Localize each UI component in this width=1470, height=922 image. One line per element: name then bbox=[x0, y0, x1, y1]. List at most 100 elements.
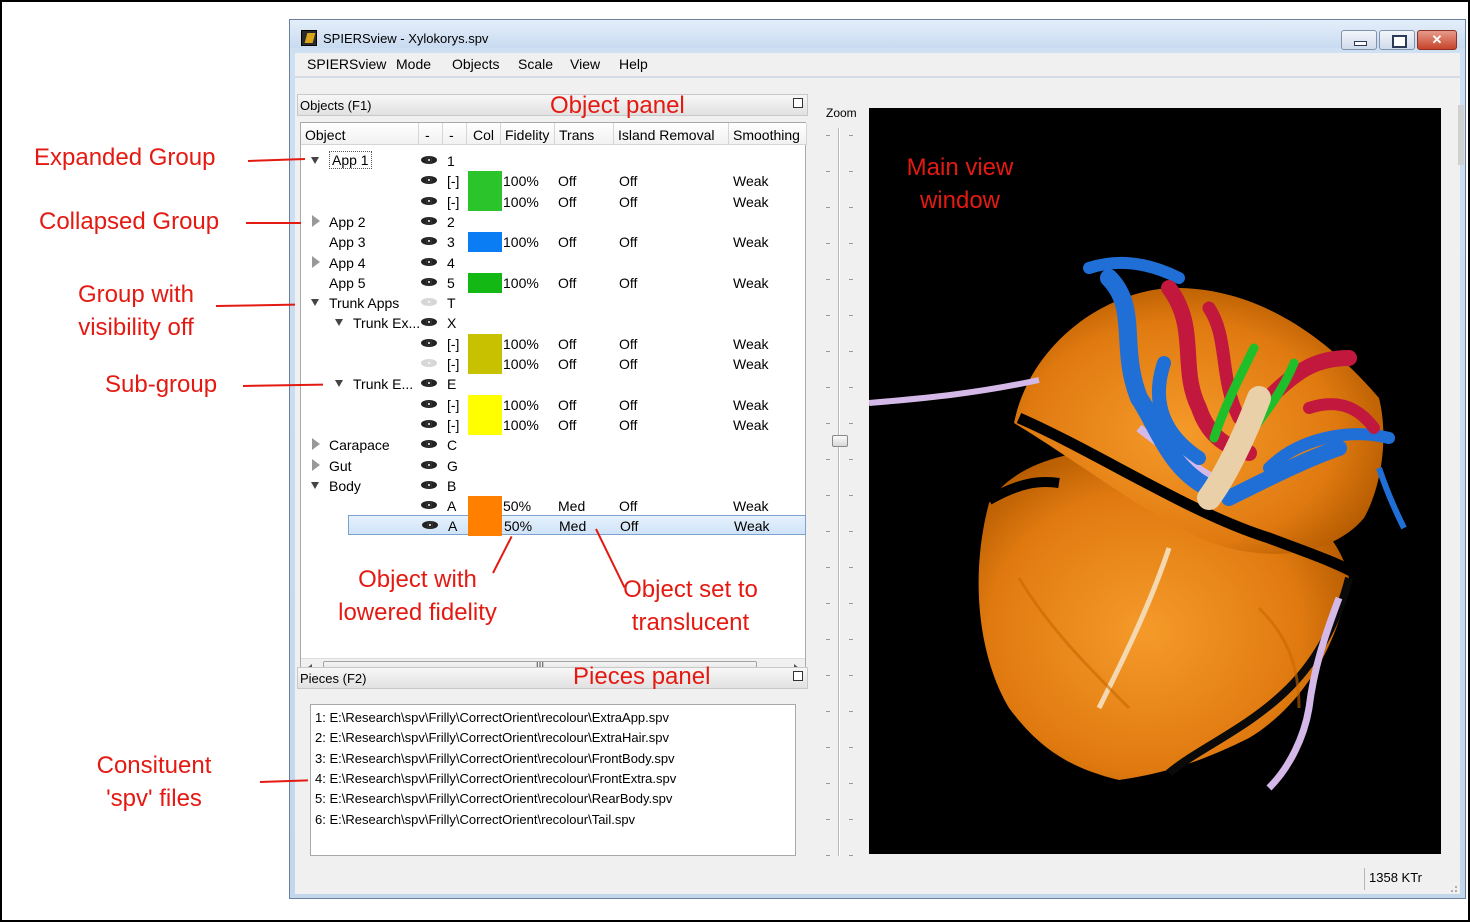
fidelity-value: 100% bbox=[503, 335, 539, 352]
col-visibility[interactable]: - bbox=[419, 123, 443, 145]
eye-icon[interactable] bbox=[421, 256, 437, 268]
float-panel-icon[interactable] bbox=[793, 98, 803, 108]
tree-object-row[interactable]: [-] 100% Off Off Weak bbox=[301, 415, 807, 435]
col-object[interactable]: Object bbox=[301, 123, 419, 145]
col-colour[interactable]: Col bbox=[467, 123, 501, 145]
tree-object-row[interactable]: A 50% Med Off Weak bbox=[301, 496, 807, 516]
zoom-tick bbox=[826, 423, 830, 424]
eye-icon[interactable] bbox=[421, 154, 437, 166]
zoom-tick bbox=[826, 387, 830, 388]
col-smoothing[interactable]: Smoothing bbox=[729, 123, 807, 145]
piece-file[interactable]: 3: E:\Research\spv\Frilly\CorrectOrient\… bbox=[315, 751, 675, 766]
eye-icon[interactable] bbox=[421, 377, 437, 389]
zoom-tick bbox=[849, 495, 853, 496]
tree-group-row[interactable]: Trunk Apps T bbox=[301, 293, 807, 313]
col-trans[interactable]: Trans bbox=[555, 123, 614, 145]
piece-file[interactable]: 2: E:\Research\spv\Frilly\CorrectOrient\… bbox=[315, 730, 669, 745]
eye-icon[interactable] bbox=[421, 499, 437, 511]
annotation-line bbox=[246, 222, 301, 224]
close-button[interactable]: ✕ bbox=[1417, 30, 1457, 50]
resize-grip-icon[interactable] bbox=[1446, 880, 1458, 892]
col-key[interactable]: - bbox=[443, 123, 467, 145]
zoom-slider-handle[interactable] bbox=[832, 435, 848, 447]
island-removal-value: Off bbox=[619, 274, 638, 291]
zoom-tick bbox=[826, 675, 830, 676]
eye-icon[interactable] bbox=[421, 357, 437, 369]
colour-swatch[interactable] bbox=[468, 496, 502, 537]
collapse-arrow-icon[interactable] bbox=[312, 214, 320, 227]
tree-object-row[interactable]: [-] 100% Off Off Weak bbox=[301, 395, 807, 415]
zoom-slider-track[interactable] bbox=[838, 128, 840, 856]
object-key: 1 bbox=[447, 153, 455, 169]
zoom-tick bbox=[826, 243, 830, 244]
tree-object-row[interactable]: [-] 100% Off Off Weak bbox=[301, 171, 807, 191]
menu-help[interactable]: Help bbox=[619, 56, 648, 72]
float-panel-icon[interactable] bbox=[793, 671, 803, 681]
fidelity-value: 100% bbox=[503, 416, 539, 433]
eye-icon[interactable] bbox=[421, 459, 437, 471]
colour-swatch[interactable] bbox=[468, 394, 502, 435]
tree-group-row[interactable]: Trunk Ex... X bbox=[301, 313, 807, 333]
tree-group-row[interactable]: App 5 5 100% Off Off Weak bbox=[301, 273, 807, 293]
tree-object-row[interactable]: [-] 100% Off Off Weak bbox=[301, 354, 807, 374]
tree-group-row[interactable]: App 2 2 bbox=[301, 212, 807, 232]
tree-object-row[interactable]: [-] 100% Off Off Weak bbox=[301, 192, 807, 212]
tree-object-row[interactable]: [-] 100% Off Off Weak bbox=[301, 334, 807, 354]
col-fidelity[interactable]: Fidelity bbox=[501, 123, 555, 145]
menu-spiersview[interactable]: SPIERSview bbox=[307, 56, 387, 72]
eye-icon[interactable] bbox=[421, 479, 437, 491]
expand-arrow-icon[interactable] bbox=[335, 380, 343, 388]
minimize-button[interactable] bbox=[1341, 30, 1377, 50]
collapse-arrow-icon[interactable] bbox=[312, 255, 320, 268]
eye-icon[interactable] bbox=[421, 296, 437, 308]
tree-group-row[interactable]: App 4 4 bbox=[301, 253, 807, 273]
annotation-object-panel: Object panel bbox=[550, 92, 685, 119]
expand-arrow-icon[interactable] bbox=[311, 481, 319, 489]
piece-file[interactable]: 1: E:\Research\spv\Frilly\CorrectOrient\… bbox=[315, 710, 670, 725]
eye-icon[interactable] bbox=[421, 174, 437, 186]
expand-arrow-icon[interactable] bbox=[311, 299, 319, 307]
eye-icon[interactable] bbox=[421, 438, 437, 450]
tree-group-row[interactable]: Trunk E... E bbox=[301, 374, 807, 394]
piece-file[interactable]: 5: E:\Research\spv\Frilly\CorrectOrient\… bbox=[315, 791, 673, 806]
eye-icon[interactable] bbox=[421, 337, 437, 349]
menu-scale[interactable]: Scale bbox=[518, 56, 554, 72]
col-island-removal[interactable]: Island Removal bbox=[614, 123, 729, 145]
tree-object-row[interactable]: A 50% Med Off Weak bbox=[348, 515, 806, 536]
eye-icon[interactable] bbox=[421, 316, 437, 328]
object-key: [-] bbox=[447, 193, 460, 210]
eye-icon[interactable] bbox=[421, 276, 437, 288]
menu-mode[interactable]: Mode bbox=[396, 56, 432, 72]
trans-value: Off bbox=[558, 274, 577, 291]
tree-group-row[interactable]: Body B bbox=[301, 476, 807, 496]
zoom-tick bbox=[849, 135, 853, 136]
eye-icon[interactable] bbox=[421, 195, 437, 207]
eye-icon[interactable] bbox=[421, 418, 437, 430]
scroll-grip: III bbox=[324, 661, 756, 672]
eye-icon[interactable] bbox=[422, 519, 438, 531]
menu-objects[interactable]: Objects bbox=[452, 56, 500, 72]
menu-view[interactable]: View bbox=[570, 56, 601, 72]
tree-group-row[interactable]: App 1 1 bbox=[301, 151, 807, 171]
pieces-list[interactable]: 1: E:\Research\spv\Frilly\CorrectOrient\… bbox=[310, 704, 796, 856]
tree-group-row[interactable]: Carapace C bbox=[301, 435, 807, 455]
piece-file[interactable]: 4: E:\Research\spv\Frilly\CorrectOrient\… bbox=[315, 771, 677, 786]
collapse-arrow-icon[interactable] bbox=[312, 458, 320, 471]
colour-swatch[interactable] bbox=[468, 171, 502, 212]
colour-swatch[interactable] bbox=[468, 333, 502, 374]
eye-icon[interactable] bbox=[421, 235, 437, 247]
expand-arrow-icon[interactable] bbox=[311, 157, 319, 164]
expand-arrow-icon[interactable] bbox=[335, 319, 343, 327]
colour-swatch[interactable] bbox=[468, 272, 502, 293]
colour-swatch[interactable] bbox=[468, 232, 502, 253]
main-view-window[interactable] bbox=[869, 108, 1441, 854]
eye-icon[interactable] bbox=[421, 398, 437, 410]
zoom-label: Zoom bbox=[826, 106, 857, 120]
objects-tree[interactable]: Object - - Col Fidelity Trans Island Rem… bbox=[300, 122, 807, 677]
piece-file[interactable]: 6: E:\Research\spv\Frilly\CorrectOrient\… bbox=[315, 812, 636, 827]
maximize-button[interactable] bbox=[1379, 30, 1415, 50]
eye-icon[interactable] bbox=[421, 215, 437, 227]
tree-group-row[interactable]: Gut G bbox=[301, 456, 807, 476]
collapse-arrow-icon[interactable] bbox=[312, 438, 320, 451]
tree-group-row[interactable]: App 3 3 100% Off Off Weak bbox=[301, 232, 807, 252]
